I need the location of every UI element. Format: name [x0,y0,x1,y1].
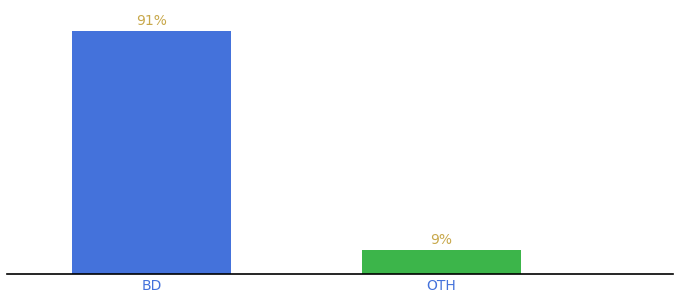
Text: 91%: 91% [136,14,167,28]
Text: 9%: 9% [430,233,452,247]
Bar [72,31,231,274]
Bar [362,250,521,274]
